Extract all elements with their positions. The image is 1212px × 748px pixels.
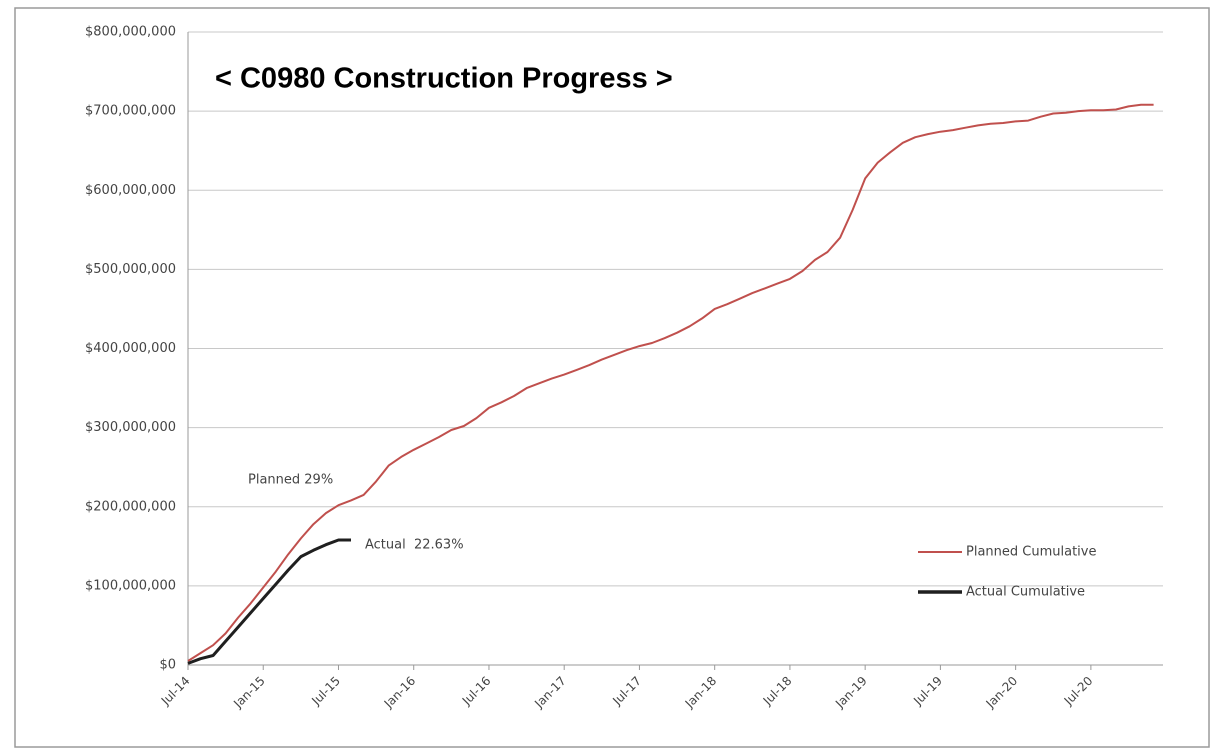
legend-label: Planned Cumulative: [966, 545, 1096, 560]
y-tick-label: $600,000,000: [85, 183, 176, 198]
y-tick-label: $0: [159, 658, 176, 673]
y-tick-label: $400,000,000: [85, 341, 176, 356]
series-line: [187, 103, 1154, 662]
annotation: Planned 29%: [248, 473, 333, 488]
y-tick-label: $100,000,000: [85, 578, 176, 593]
legend-label: Actual Cumulative: [966, 585, 1085, 600]
y-tick-label: $800,000,000: [85, 25, 176, 40]
y-tick-label: $500,000,000: [85, 262, 176, 277]
chart-frame: [14, 7, 1210, 748]
y-tick-label: $300,000,000: [85, 420, 176, 435]
chart-title: < C0980 Construction Progress >: [215, 63, 673, 95]
y-tick-label: $700,000,000: [85, 104, 176, 119]
y-tick-label: $200,000,000: [85, 499, 176, 514]
series-line: [187, 538, 351, 665]
annotation: Actual 22.63%: [365, 538, 464, 553]
